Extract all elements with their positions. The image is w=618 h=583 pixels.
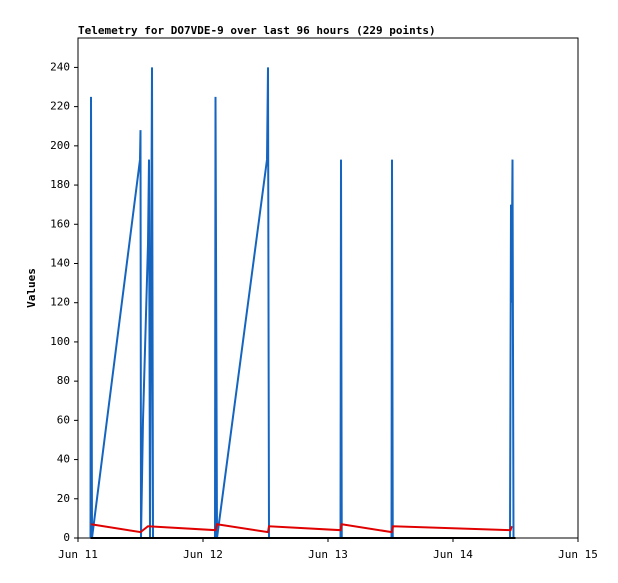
y-tick-label: 40 [57, 453, 70, 466]
y-tick-label: 0 [63, 531, 70, 544]
y-tick-label: 60 [57, 413, 70, 426]
y-tick-label: 180 [50, 178, 70, 191]
x-tick-label: Jun 15 [558, 548, 598, 561]
x-tick-label: Jun 14 [433, 548, 473, 561]
series-line [90, 523, 513, 534]
y-axis-label: Values [25, 268, 38, 308]
y-tick-label: 20 [57, 492, 70, 505]
x-tick-label: Jun 11 [58, 548, 98, 561]
x-tick-label: Jun 12 [183, 548, 223, 561]
y-tick-label: 200 [50, 139, 70, 152]
y-tick-label: 140 [50, 256, 70, 269]
y-tick-label: 220 [50, 100, 70, 113]
y-tick-label: 160 [50, 217, 70, 230]
y-tick-label: 240 [50, 60, 70, 73]
x-tick-label: Jun 13 [308, 548, 348, 561]
y-tick-label: 80 [57, 374, 70, 387]
y-tick-label: 120 [50, 296, 70, 309]
chart-title: Telemetry for DO7VDE-9 over last 96 hour… [78, 24, 436, 37]
y-tick-label: 100 [50, 335, 70, 348]
